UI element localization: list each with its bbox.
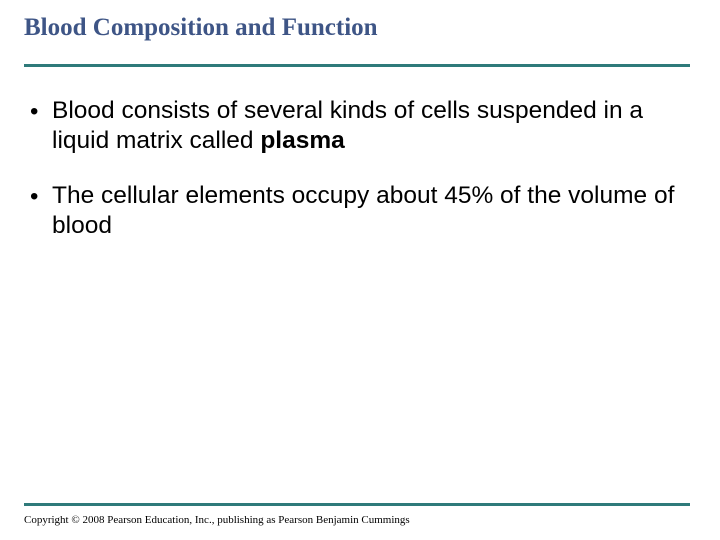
top-divider (24, 64, 690, 67)
bullet-marker: • (30, 96, 52, 126)
bullet-text: Blood consists of several kinds of cells… (52, 96, 682, 155)
bullet-text-bold: plasma (260, 127, 344, 154)
bullet-text: The cellular elements occupy about 45% o… (52, 181, 682, 240)
bullet-text-before: The cellular elements occupy about 45% o… (52, 182, 674, 239)
slide-title: Blood Composition and Function (24, 14, 692, 42)
copyright-text: Copyright © 2008 Pearson Education, Inc.… (24, 514, 410, 526)
slide-body: • Blood consists of several kinds of cel… (28, 96, 692, 241)
bottom-divider (24, 503, 690, 506)
bullet-text-before: Blood consists of several kinds of cells… (52, 97, 643, 154)
bullet-item: • The cellular elements occupy about 45%… (30, 181, 682, 240)
bullet-item: • Blood consists of several kinds of cel… (30, 96, 682, 155)
bullet-marker: • (30, 181, 52, 211)
slide: Blood Composition and Function • Blood c… (0, 0, 720, 540)
